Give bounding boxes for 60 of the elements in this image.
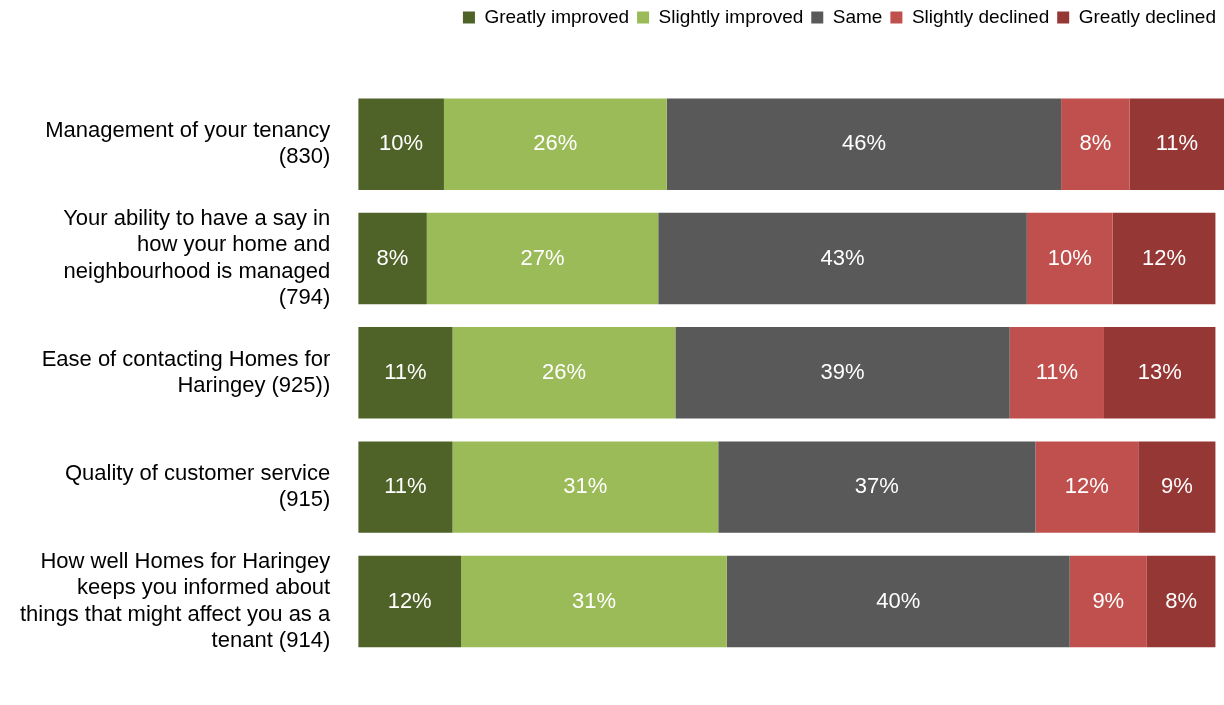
data-label: 11%: [1035, 358, 1079, 384]
data-label: 12%: [1141, 244, 1187, 270]
bar: [358, 98, 444, 190]
y-tick-label: Ease of contacting Homes for Haringey (925)): [41, 345, 331, 398]
data-label: 11%: [1155, 130, 1199, 156]
bar: [452, 327, 676, 419]
data-label: 11%: [384, 358, 427, 384]
bar: [461, 555, 727, 648]
data-label: 46%: [841, 130, 886, 156]
data-label: 39%: [820, 358, 865, 384]
legend-label: Same: [832, 5, 883, 27]
data-label: 31%: [571, 587, 616, 613]
y-tick-label: Management of your tenancy (830): [45, 117, 331, 169]
bar: [675, 327, 1010, 419]
data-label: 26%: [533, 130, 578, 156]
bar: [1112, 212, 1216, 305]
data-label: 8%: [376, 244, 409, 270]
bar: [1026, 212, 1113, 305]
bar: [1061, 98, 1130, 190]
bar: [1129, 98, 1224, 190]
bar: [1103, 327, 1216, 419]
bar: [658, 212, 1027, 305]
data-label: 8%: [1079, 130, 1112, 156]
data-label: 31%: [563, 473, 608, 499]
data-label: 11%: [384, 473, 427, 499]
bar: [1146, 555, 1216, 648]
bar: [1009, 327, 1104, 419]
bar: [452, 441, 719, 533]
data-label: 27%: [520, 244, 565, 270]
data-label: 37%: [854, 473, 899, 499]
bar: [443, 98, 667, 190]
bar: [726, 555, 1070, 648]
y-tick-label: Quality of customer service (915): [64, 459, 331, 512]
data-label: 40%: [876, 587, 921, 613]
data-label: 8%: [1165, 587, 1198, 613]
bar: [358, 555, 462, 648]
bar: [426, 212, 659, 305]
bar: [718, 441, 1036, 533]
y-tick-label: Your ability to have a say in how your home and neighbourhood is managed (794): [63, 204, 331, 310]
bar: [358, 441, 453, 533]
bar: [1138, 441, 1216, 533]
data-label: 13%: [1137, 358, 1182, 384]
data-label: 26%: [541, 358, 586, 384]
data-label: 10%: [1047, 244, 1092, 270]
bar: [666, 98, 1062, 190]
bar: [1035, 441, 1139, 533]
data-label: 9%: [1092, 587, 1125, 613]
data-label: 10%: [379, 130, 424, 156]
legend-label: Greatly improved: [484, 5, 630, 27]
bar: [1069, 555, 1147, 648]
legend-label: Greatly declined: [1078, 5, 1216, 27]
legend-label: Slightly improved: [658, 5, 804, 27]
data-label: 43%: [820, 244, 865, 270]
legend-label: Slightly declined: [911, 5, 1050, 27]
y-tick-label: How well Homes for Haringey keeps you informed about things that might affect you as a tenant (914): [19, 547, 331, 653]
data-label: 12%: [387, 587, 432, 613]
data-label: 9%: [1160, 473, 1193, 499]
data-label: 12%: [1064, 473, 1109, 499]
bar: [358, 327, 453, 419]
bar: [358, 212, 427, 305]
